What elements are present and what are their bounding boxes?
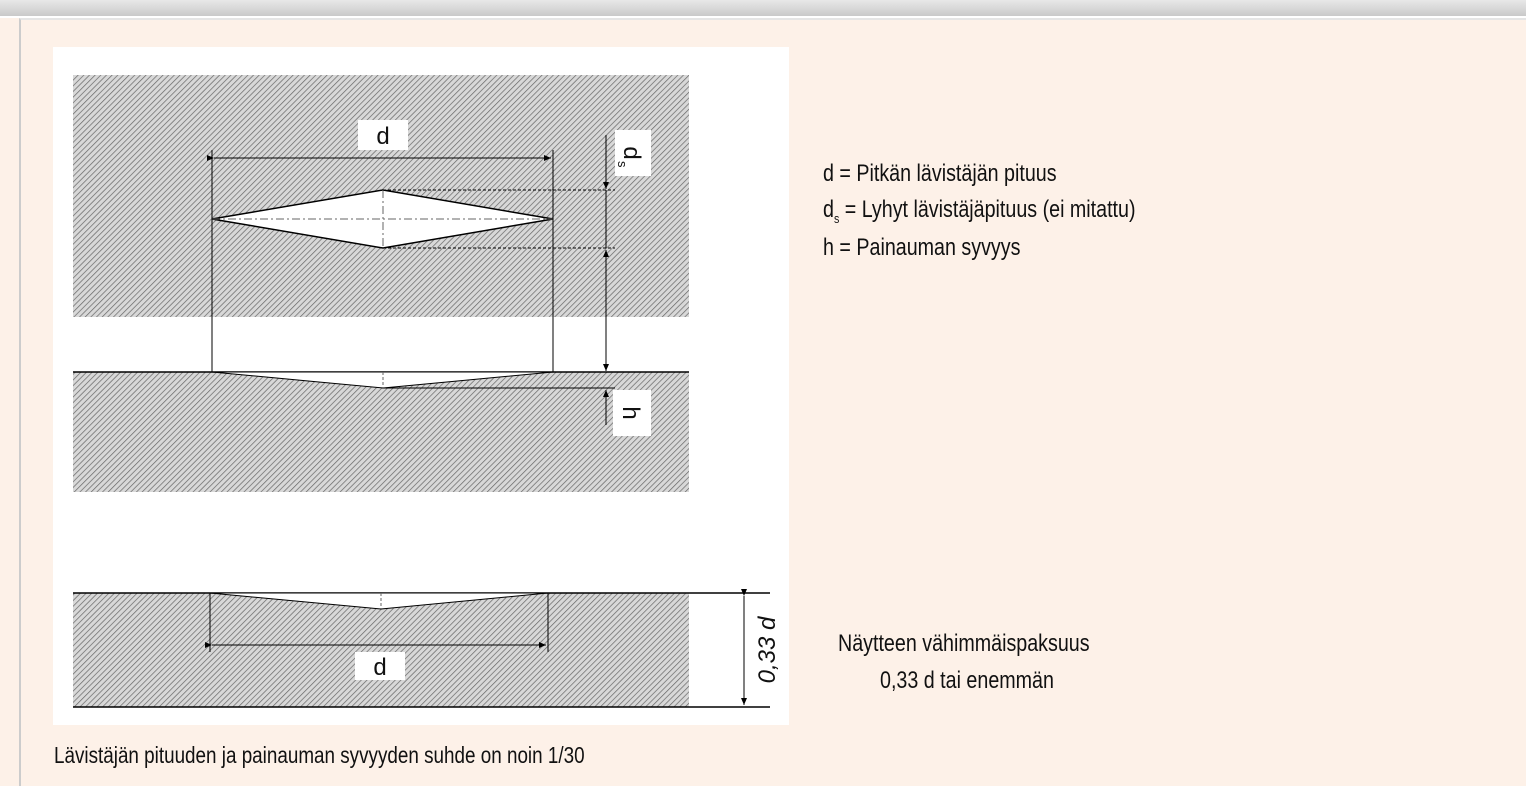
legend-sub: s (833, 210, 840, 226)
label-ds-sub: s (615, 161, 630, 168)
top-bar (0, 0, 1526, 18)
note-line: 0,33 d tai enemmän (880, 667, 1054, 694)
label-d: d (373, 654, 386, 681)
label-h: h (617, 406, 644, 419)
frame (19, 18, 1526, 786)
legend-text: = Lyhyt lävistäjäpituus (ei mitattu) (839, 196, 1136, 223)
legend-line: ds = Lyhyt lävistäjäpituus (ei mitattu) (823, 196, 1136, 226)
label-thickness: 0,33 d (754, 616, 781, 683)
label-ds: d (618, 146, 645, 159)
caption: Lävistäjän pituuden ja painauman syvyyde… (54, 742, 585, 768)
legend-sym: d (823, 196, 834, 223)
label-d: d (376, 123, 389, 150)
legend-line: d = Pitkän lävistäjän pituus (823, 160, 1057, 187)
legend-line: h = Painauman syvyys (823, 234, 1021, 261)
indent (209, 592, 549, 610)
block-bottom (73, 593, 689, 707)
block-mid (73, 372, 689, 492)
note-line: Näytteen vähimmäispaksuus (838, 630, 1090, 657)
